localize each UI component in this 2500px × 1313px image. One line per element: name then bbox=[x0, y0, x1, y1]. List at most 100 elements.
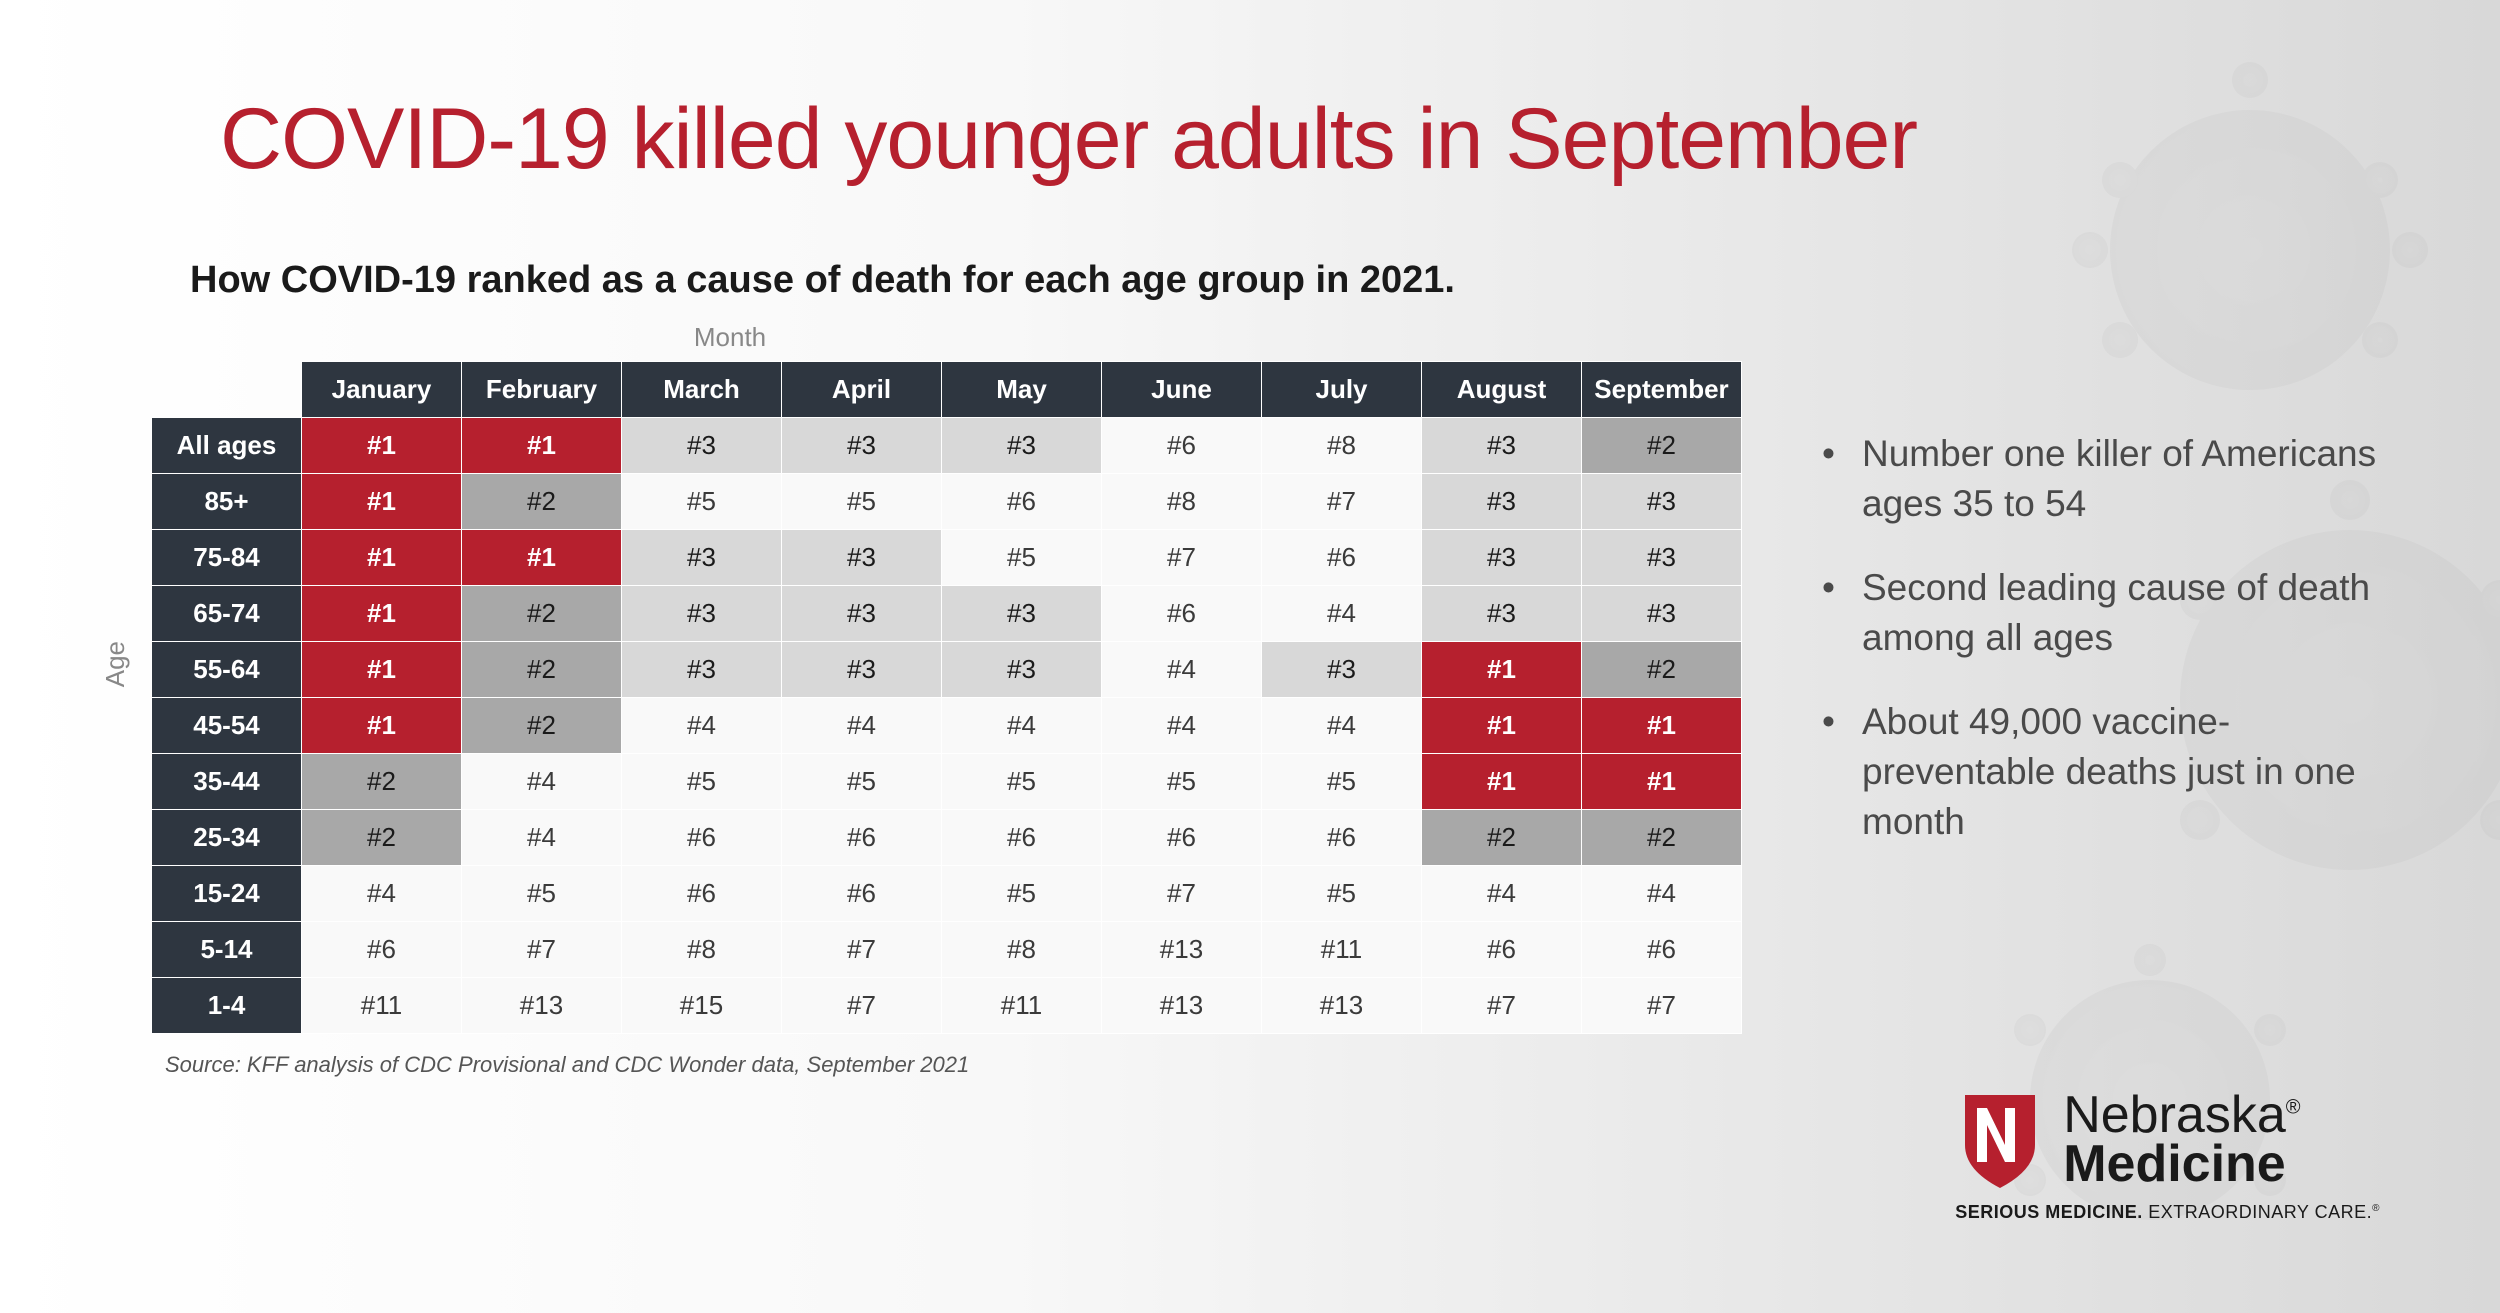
row-header-age: 25-34 bbox=[152, 810, 302, 866]
row-header-age: 15-24 bbox=[152, 866, 302, 922]
rank-cell: #3 bbox=[942, 418, 1102, 474]
col-header-may: May bbox=[942, 362, 1102, 418]
rank-cell: #2 bbox=[462, 586, 622, 642]
row-header-age: 55-64 bbox=[152, 642, 302, 698]
rank-cell: #13 bbox=[1102, 922, 1262, 978]
source-citation: Source: KFF analysis of CDC Provisional … bbox=[165, 1052, 1742, 1078]
rank-cell: #13 bbox=[462, 978, 622, 1034]
table-row: All ages#1#1#3#3#3#6#8#3#2 bbox=[152, 418, 1742, 474]
rank-cell: #3 bbox=[782, 586, 942, 642]
rank-cell: #3 bbox=[622, 530, 782, 586]
tagline-bold: SERIOUS MEDICINE. bbox=[1955, 1202, 2143, 1222]
rank-cell: #5 bbox=[462, 866, 622, 922]
rank-table: JanuaryFebruaryMarchAprilMayJuneJulyAugu… bbox=[151, 361, 1742, 1034]
rank-cell: #7 bbox=[1422, 978, 1582, 1034]
rank-cell: #4 bbox=[1262, 698, 1422, 754]
rank-cell: #6 bbox=[782, 810, 942, 866]
key-point: Number one killer of Americans ages 35 t… bbox=[1822, 429, 2400, 529]
rank-cell: #6 bbox=[1102, 586, 1262, 642]
rank-cell: #4 bbox=[462, 810, 622, 866]
rank-cell: #5 bbox=[622, 474, 782, 530]
rank-cell: #3 bbox=[1422, 530, 1582, 586]
table-subtitle: How COVID-19 ranked as a cause of death … bbox=[190, 259, 1742, 302]
rank-cell: #7 bbox=[782, 922, 942, 978]
rank-cell: #6 bbox=[942, 810, 1102, 866]
rank-cell: #2 bbox=[302, 754, 462, 810]
rank-cell: #6 bbox=[942, 474, 1102, 530]
rank-cell: #4 bbox=[1102, 642, 1262, 698]
rank-cell: #1 bbox=[302, 642, 462, 698]
col-header-march: March bbox=[622, 362, 782, 418]
rank-cell: #6 bbox=[622, 810, 782, 866]
rank-cell: #6 bbox=[1262, 810, 1422, 866]
month-axis-label: Month bbox=[280, 322, 1180, 353]
rank-cell: #6 bbox=[1422, 922, 1582, 978]
col-header-april: April bbox=[782, 362, 942, 418]
row-header-age: 45-54 bbox=[152, 698, 302, 754]
rank-cell: #7 bbox=[462, 922, 622, 978]
rank-cell: #7 bbox=[1102, 530, 1262, 586]
logo-brand-line2: Medicine bbox=[2063, 1135, 2286, 1193]
rank-cell: #6 bbox=[302, 922, 462, 978]
table-row: 55-64#1#2#3#3#3#4#3#1#2 bbox=[152, 642, 1742, 698]
rank-cell: #3 bbox=[1422, 418, 1582, 474]
rank-cell: #1 bbox=[302, 530, 462, 586]
rank-cell: #5 bbox=[942, 530, 1102, 586]
age-axis-label: Age bbox=[100, 641, 131, 687]
rank-cell: #3 bbox=[1582, 586, 1742, 642]
key-point: About 49,000 vaccine-preventable deaths … bbox=[1822, 697, 2400, 847]
rank-cell: #1 bbox=[462, 530, 622, 586]
rank-cell: #11 bbox=[942, 978, 1102, 1034]
rank-cell: #5 bbox=[1262, 754, 1422, 810]
row-header-age: 5-14 bbox=[152, 922, 302, 978]
rank-cell: #8 bbox=[1262, 418, 1422, 474]
page-title: COVID-19 killed younger adults in Septem… bbox=[220, 90, 2400, 189]
rank-cell: #7 bbox=[782, 978, 942, 1034]
rank-cell: #6 bbox=[1102, 418, 1262, 474]
table-row: 25-34#2#4#6#6#6#6#6#2#2 bbox=[152, 810, 1742, 866]
table-row: 85+#1#2#5#5#6#8#7#3#3 bbox=[152, 474, 1742, 530]
rank-cell: #2 bbox=[462, 698, 622, 754]
tagline-rest: EXTRAORDINARY CARE. bbox=[2143, 1202, 2372, 1222]
rank-cell: #1 bbox=[1582, 698, 1742, 754]
rank-cell: #8 bbox=[622, 922, 782, 978]
rank-cell: #1 bbox=[302, 418, 462, 474]
rank-cell: #8 bbox=[942, 922, 1102, 978]
rank-cell: #7 bbox=[1262, 474, 1422, 530]
table-row: 1-4#11#13#15#7#11#13#13#7#7 bbox=[152, 978, 1742, 1034]
rank-cell: #2 bbox=[1582, 642, 1742, 698]
rank-cell: #7 bbox=[1582, 978, 1742, 1034]
table-row: 45-54#1#2#4#4#4#4#4#1#1 bbox=[152, 698, 1742, 754]
rank-cell: #1 bbox=[1422, 698, 1582, 754]
row-header-age: 35-44 bbox=[152, 754, 302, 810]
rank-cell: #3 bbox=[782, 418, 942, 474]
rank-cell: #5 bbox=[782, 474, 942, 530]
rank-cell: #3 bbox=[942, 586, 1102, 642]
rank-cell: #6 bbox=[782, 866, 942, 922]
rank-cell: #5 bbox=[782, 754, 942, 810]
rank-cell: #3 bbox=[782, 642, 942, 698]
rank-cell: #4 bbox=[1262, 586, 1422, 642]
table-row: 35-44#2#4#5#5#5#5#5#1#1 bbox=[152, 754, 1742, 810]
table-row: 65-74#1#2#3#3#3#6#4#3#3 bbox=[152, 586, 1742, 642]
rank-cell: #11 bbox=[1262, 922, 1422, 978]
rank-cell: #3 bbox=[1262, 642, 1422, 698]
table-corner bbox=[152, 362, 302, 418]
table-row: 15-24#4#5#6#6#5#7#5#4#4 bbox=[152, 866, 1742, 922]
rank-cell: #5 bbox=[1262, 866, 1422, 922]
rank-cell: #3 bbox=[1582, 530, 1742, 586]
table-row: 5-14#6#7#8#7#8#13#11#6#6 bbox=[152, 922, 1742, 978]
rank-cell: #3 bbox=[622, 642, 782, 698]
rank-cell: #4 bbox=[1582, 866, 1742, 922]
rank-cell: #1 bbox=[302, 586, 462, 642]
rank-cell: #2 bbox=[302, 810, 462, 866]
rank-cell: #4 bbox=[1102, 698, 1262, 754]
rank-cell: #4 bbox=[622, 698, 782, 754]
rank-cell: #2 bbox=[1582, 418, 1742, 474]
nebraska-medicine-logo: Nebraska® Medicine SERIOUS MEDICINE. EXT… bbox=[1955, 1090, 2380, 1223]
shield-icon bbox=[1955, 1090, 2045, 1190]
col-header-february: February bbox=[462, 362, 622, 418]
rank-cell: #3 bbox=[622, 418, 782, 474]
rank-cell: #13 bbox=[1262, 978, 1422, 1034]
row-header-age: All ages bbox=[152, 418, 302, 474]
